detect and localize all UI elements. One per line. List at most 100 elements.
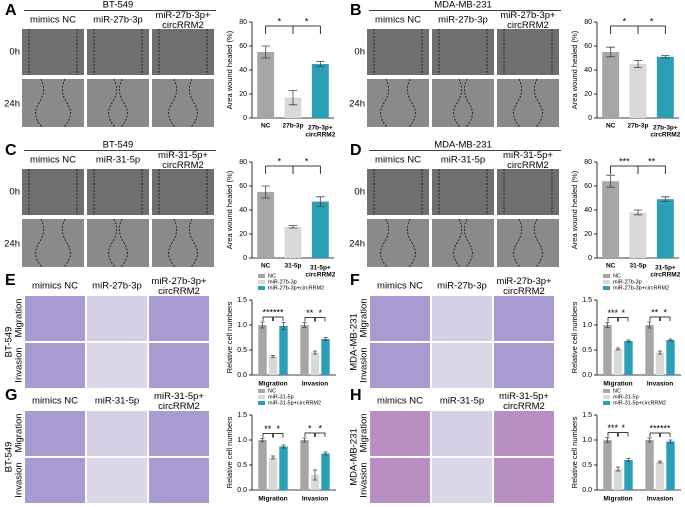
significance-bracket: [649, 432, 660, 437]
error-bar: [302, 437, 307, 443]
bar: [602, 52, 620, 118]
legend-swatch: [603, 389, 610, 393]
wound-edge: [93, 29, 143, 75]
wound-image-0h: [87, 29, 149, 75]
wound-image-0h: [432, 29, 494, 75]
significance-label: ***: [262, 307, 273, 317]
wound-edge: [373, 169, 423, 215]
x-tick-label: Migration: [603, 381, 632, 388]
y-tick-label: 80: [239, 159, 247, 166]
error-bar: [647, 321, 652, 329]
y-tick-label: 1.5: [237, 297, 247, 304]
bar: [279, 446, 288, 490]
migration-image: [25, 411, 85, 456]
bar: [258, 325, 267, 375]
column-header: mimics NC: [377, 281, 423, 292]
wound-edge: [108, 218, 128, 268]
wound-image-0h: [497, 29, 559, 75]
significance-label: ***: [273, 307, 284, 317]
migration-image: [149, 296, 209, 341]
column-header: miR-27b-3p+ circRRM2: [496, 275, 552, 296]
wound-edge: [513, 78, 543, 128]
migration-image: [432, 411, 492, 456]
wound-edge: [513, 218, 543, 268]
bar: [311, 201, 329, 258]
significance-label: *: [278, 16, 282, 26]
legend-label: NC: [268, 273, 276, 279]
column-header: miR-27b-3p: [438, 15, 488, 26]
y-tick-label: 0.5: [237, 462, 247, 469]
wound-image-24h: [497, 219, 559, 267]
y-axis-label: Area wound healed (%): [570, 170, 579, 249]
legend-swatch: [603, 286, 610, 290]
wound-edge: [438, 29, 488, 75]
significance-bracket: [273, 433, 284, 438]
significance-bracket: [262, 433, 273, 438]
error-bar: [316, 196, 325, 207]
y-tick-label: 1.0: [582, 437, 592, 444]
error-bar: [323, 337, 328, 341]
significance-bracket: [273, 316, 284, 321]
invasion-image: [370, 343, 430, 388]
panel-letter: G: [5, 387, 17, 404]
significance-bracket: [649, 316, 660, 321]
error-bar: [615, 347, 621, 351]
legend-label: miR-27b-3p: [613, 279, 642, 285]
significance-bracket: [610, 165, 666, 174]
row-label: 24h: [349, 239, 365, 250]
wound-image-0h: [87, 169, 149, 215]
significance-label: **: [306, 308, 314, 318]
significance-label: ***: [660, 423, 671, 433]
y-axis-label: Area wound healed (%): [225, 30, 234, 109]
bar: [645, 325, 654, 375]
y-tick-label: 0.0: [237, 487, 247, 494]
row-label: 24h: [4, 239, 20, 250]
legend-swatch: [603, 274, 610, 278]
y-tick-label: 1.0: [237, 322, 247, 329]
error-bar: [288, 90, 298, 106]
y-tick-label: 1.5: [582, 412, 592, 419]
row-label: 24h: [349, 99, 365, 110]
row-label: 0h: [354, 47, 365, 58]
invasion-image: [432, 343, 492, 388]
y-tick-label: 80: [584, 159, 592, 166]
bar: [613, 349, 623, 375]
bar: [602, 181, 620, 258]
y-tick-label: 0.0: [237, 372, 247, 379]
x-tick-label: NC: [606, 123, 616, 130]
bar: [603, 325, 612, 375]
significance-bracket: [304, 432, 315, 437]
column-header: mimics NC: [377, 396, 423, 407]
wound-edge: [438, 169, 488, 215]
significance-bracket: [265, 25, 321, 34]
y-tick-label: 1.0: [237, 437, 247, 444]
legend-label: NC: [268, 388, 276, 394]
wound-image-24h: [22, 79, 84, 127]
wound-edge: [503, 169, 553, 215]
error-bar: [661, 196, 670, 202]
significance-label: *: [278, 156, 282, 166]
x-tick-label: 27b-3p: [628, 123, 649, 130]
significance-label: *: [318, 423, 322, 433]
y-axis-label: Relative cell numbers: [225, 416, 234, 488]
x-tick-label: Migration: [258, 381, 287, 388]
wound-edge: [453, 218, 473, 268]
error-bar: [288, 225, 298, 229]
significance-label: **: [648, 156, 656, 166]
error-bar: [323, 451, 328, 456]
invasion-image: [370, 458, 430, 503]
bar: [310, 352, 320, 375]
y-tick-label: 40: [239, 207, 247, 214]
bar: [666, 441, 675, 490]
legend-swatch: [258, 401, 265, 405]
error-bar: [661, 55, 670, 59]
invasion-image: [25, 343, 85, 388]
invasion-image: [87, 343, 147, 388]
error-bar: [657, 460, 663, 464]
legend-label: miR-31-5p+circRRM2: [613, 400, 666, 406]
error-bar: [281, 322, 286, 330]
legend-swatch: [258, 395, 265, 399]
error-bar: [261, 45, 270, 59]
